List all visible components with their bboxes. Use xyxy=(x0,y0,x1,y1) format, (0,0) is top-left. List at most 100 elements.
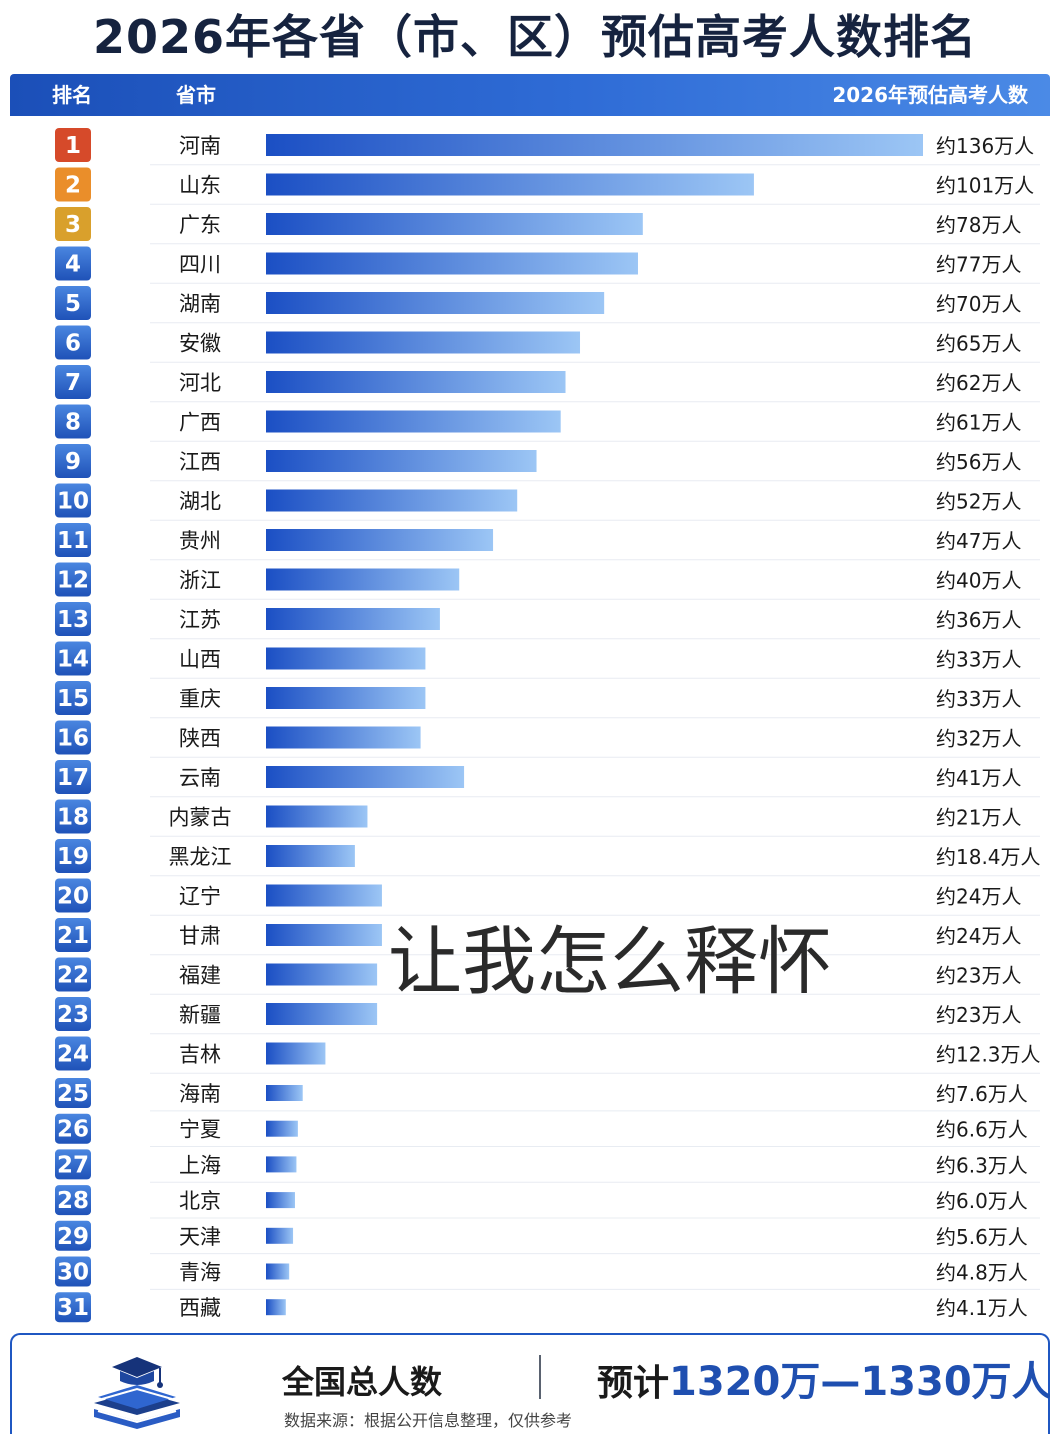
rank-number: 29 xyxy=(57,1224,89,1250)
province-label: 重庆 xyxy=(179,687,221,711)
value-label: 约5.6万人 xyxy=(936,1225,1028,1249)
rank-number: 17 xyxy=(57,765,89,791)
province-label: 甘肃 xyxy=(179,924,221,948)
total-label: 全国总人数 xyxy=(282,1363,443,1401)
value-label: 约61万人 xyxy=(936,411,1021,435)
rank-badge xyxy=(55,1113,91,1144)
bar xyxy=(266,331,581,354)
bar xyxy=(266,608,440,630)
header-rank: 排名 xyxy=(52,83,92,107)
value-label: 约6.3万人 xyxy=(936,1153,1028,1177)
rank-number: 25 xyxy=(57,1081,89,1107)
rank-badge xyxy=(55,404,91,439)
rank-badge xyxy=(55,1220,91,1251)
rank-badge xyxy=(55,167,91,202)
rank-number: 7 xyxy=(65,370,81,396)
value-label: 约18.4万人 xyxy=(936,845,1041,869)
rank-number: 22 xyxy=(57,963,89,989)
bar xyxy=(266,1003,378,1025)
rank-number: 26 xyxy=(57,1117,89,1143)
rank-badge xyxy=(55,1036,91,1071)
rank-badge xyxy=(55,799,91,834)
rank-number: 12 xyxy=(57,568,89,594)
value-label: 约70万人 xyxy=(936,292,1021,316)
rank-number: 27 xyxy=(57,1152,89,1178)
rank-number: 15 xyxy=(57,686,89,712)
province-label: 西藏 xyxy=(179,1296,221,1320)
rank-number: 3 xyxy=(65,212,81,238)
rank-badge xyxy=(55,1185,91,1216)
province-label: 陕西 xyxy=(179,727,221,751)
rank-badge xyxy=(55,286,91,320)
value-label: 约36万人 xyxy=(936,608,1021,632)
province-label: 福建 xyxy=(179,964,221,988)
bar xyxy=(266,450,537,472)
province-label: 四川 xyxy=(179,253,221,277)
total-prefix: 预计 xyxy=(597,1363,670,1404)
bar xyxy=(266,687,426,709)
value-label: 约4.8万人 xyxy=(936,1261,1028,1285)
province-label: 江苏 xyxy=(179,608,221,632)
province-label: 宁夏 xyxy=(179,1118,221,1142)
rank-badge xyxy=(55,681,91,715)
rank-badge xyxy=(55,325,91,360)
rank-badge xyxy=(55,1292,91,1323)
bar xyxy=(266,1120,298,1137)
rank-badge xyxy=(55,444,91,478)
value-label: 约33万人 xyxy=(936,648,1021,672)
rank-badge xyxy=(55,562,91,597)
rank-number: 6 xyxy=(65,331,81,357)
graduation-books-icon xyxy=(94,1357,180,1429)
province-label: 辽宁 xyxy=(179,885,221,909)
rank-badge xyxy=(55,207,91,241)
rank-badge xyxy=(55,128,91,162)
header-province: 省市 xyxy=(176,83,216,107)
bar xyxy=(266,134,923,156)
bar xyxy=(266,647,426,670)
rank-badge xyxy=(55,1078,91,1108)
value-label: 约65万人 xyxy=(936,332,1021,356)
value-label: 约12.3万人 xyxy=(936,1043,1041,1067)
rank-badge xyxy=(55,760,91,794)
rank-badge xyxy=(55,523,91,557)
value-label: 约33万人 xyxy=(936,687,1021,711)
rank-number: 4 xyxy=(65,252,81,278)
rank-number: 5 xyxy=(65,291,81,317)
bar xyxy=(266,1263,290,1280)
rank-number: 13 xyxy=(57,607,89,633)
bar xyxy=(266,1156,297,1173)
bar xyxy=(266,1085,303,1101)
rank-number: 18 xyxy=(57,805,89,831)
province-label: 海南 xyxy=(179,1082,221,1106)
bar xyxy=(266,213,643,235)
value-label: 约52万人 xyxy=(936,490,1021,514)
value-label: 约41万人 xyxy=(936,766,1021,790)
province-label: 云南 xyxy=(179,766,221,790)
rank-badge xyxy=(55,997,91,1031)
page-title: 2026年各省（市、区）预估高考人数排名 xyxy=(92,10,978,64)
bar xyxy=(266,410,561,433)
value-label: 约40万人 xyxy=(936,569,1021,593)
divider xyxy=(539,1355,541,1399)
province-label: 新疆 xyxy=(179,1003,221,1027)
province-label: 湖南 xyxy=(179,292,221,316)
rank-badge xyxy=(55,918,91,952)
rank-number: 30 xyxy=(57,1260,89,1286)
bar xyxy=(266,1227,294,1244)
bar xyxy=(266,529,494,551)
rank-badge xyxy=(55,720,91,755)
rank-number: 2 xyxy=(65,173,81,199)
bar xyxy=(266,1042,326,1065)
province-label: 上海 xyxy=(179,1153,221,1177)
rank-badge xyxy=(55,1256,91,1287)
rank-badge xyxy=(55,957,91,992)
value-label: 约32万人 xyxy=(936,727,1021,751)
province-label: 浙江 xyxy=(179,569,221,593)
value-label: 约23万人 xyxy=(936,1003,1021,1027)
rank-number: 8 xyxy=(65,410,81,436)
rank-number: 24 xyxy=(57,1042,89,1068)
rank-number: 31 xyxy=(57,1295,89,1321)
province-label: 广西 xyxy=(179,411,221,435)
source-note: 数据来源：根据公开信息整理，仅供参考 xyxy=(284,1411,573,1430)
bar xyxy=(266,963,378,986)
